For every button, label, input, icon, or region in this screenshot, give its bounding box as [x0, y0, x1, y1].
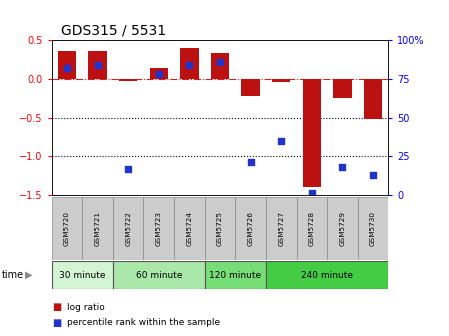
- Bar: [303, 79, 321, 187]
- Bar: [113, 197, 144, 260]
- Bar: [266, 261, 388, 289]
- Point: [216, 59, 224, 65]
- Text: 240 minute: 240 minute: [301, 271, 353, 280]
- Point: [247, 160, 254, 165]
- Text: percentile rank within the sample: percentile rank within the sample: [67, 318, 220, 327]
- Text: log ratio: log ratio: [67, 303, 105, 312]
- Text: ■: ■: [52, 318, 61, 328]
- Point: [155, 72, 163, 77]
- Text: GSM5723: GSM5723: [156, 211, 162, 246]
- Point: [124, 166, 132, 171]
- Bar: [296, 197, 327, 260]
- Text: time: time: [2, 270, 24, 280]
- Text: ■: ■: [52, 302, 61, 312]
- Point: [94, 62, 101, 68]
- Bar: [119, 79, 137, 81]
- Bar: [150, 68, 168, 79]
- Bar: [327, 197, 358, 260]
- Bar: [333, 79, 352, 97]
- Point: [277, 138, 285, 143]
- Text: GSM5729: GSM5729: [339, 211, 345, 246]
- Bar: [144, 197, 174, 260]
- Point: [308, 191, 316, 196]
- Bar: [82, 197, 113, 260]
- Text: GSM5722: GSM5722: [125, 211, 131, 246]
- Point: [370, 172, 377, 177]
- Bar: [211, 53, 229, 79]
- Bar: [272, 79, 291, 82]
- Bar: [88, 51, 107, 79]
- Bar: [358, 197, 388, 260]
- Text: GSM5725: GSM5725: [217, 211, 223, 246]
- Text: 120 minute: 120 minute: [209, 271, 261, 280]
- Text: GSM5726: GSM5726: [248, 211, 254, 246]
- Bar: [52, 197, 82, 260]
- Bar: [58, 51, 76, 79]
- Bar: [242, 79, 260, 96]
- Text: GSM5730: GSM5730: [370, 211, 376, 246]
- Text: 60 minute: 60 minute: [136, 271, 182, 280]
- Bar: [364, 79, 382, 119]
- Bar: [235, 197, 266, 260]
- Bar: [205, 197, 235, 260]
- Text: 30 minute: 30 minute: [59, 271, 106, 280]
- Text: ▶: ▶: [25, 270, 32, 280]
- Bar: [180, 48, 198, 79]
- Point: [339, 164, 346, 170]
- Text: GDS315 / 5531: GDS315 / 5531: [61, 24, 166, 38]
- Bar: [52, 261, 113, 289]
- Bar: [266, 197, 296, 260]
- Text: GSM5728: GSM5728: [309, 211, 315, 246]
- Bar: [205, 261, 266, 289]
- Bar: [113, 261, 205, 289]
- Text: GSM5721: GSM5721: [95, 211, 101, 246]
- Bar: [174, 197, 205, 260]
- Text: GSM5720: GSM5720: [64, 211, 70, 246]
- Text: GSM5727: GSM5727: [278, 211, 284, 246]
- Text: GSM5724: GSM5724: [186, 211, 192, 246]
- Point: [63, 66, 70, 71]
- Point: [186, 62, 193, 68]
